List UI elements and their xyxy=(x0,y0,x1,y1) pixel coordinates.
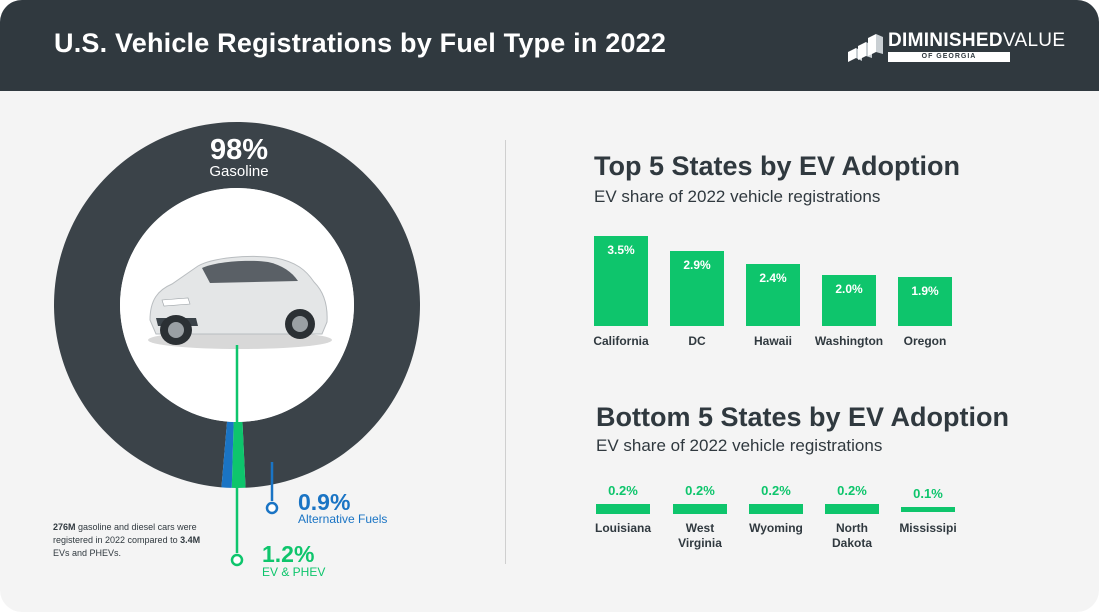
top-states-title: Top 5 States by EV Adoption xyxy=(594,151,961,181)
top-bar-2 xyxy=(670,251,724,326)
bottom-states-subtitle: EV share of 2022 vehicle registrations xyxy=(596,436,883,455)
bottom-bar-2 xyxy=(673,504,727,514)
registration-note: 276M gasoline and diesel cars were regis… xyxy=(53,522,201,558)
bottom-bar-1 xyxy=(596,504,650,514)
ev-phev-label: EV & PHEV xyxy=(262,565,326,579)
top-bar-value-2: 2.9% xyxy=(683,258,711,273)
top-bar-value-1: 3.5% xyxy=(607,243,635,257)
logo-wordmark: DIMINISHEDVALUE xyxy=(888,30,1066,51)
section-divider xyxy=(505,140,506,564)
gasoline-slice xyxy=(53,121,420,488)
top-bar-value-3: 2.4% xyxy=(759,271,787,286)
gasoline-label: Gasoline xyxy=(209,163,269,180)
bottom-bar-value-2: 0.2% xyxy=(685,483,715,498)
ev-phev-percent: 1.2% xyxy=(262,541,315,567)
car-illustration xyxy=(148,255,332,349)
gasoline-percent: 98% xyxy=(209,134,269,166)
alternative-fuels-percent: 0.9% xyxy=(298,489,351,515)
top-bar-5 xyxy=(898,277,952,326)
top-bar-category-4: Washington xyxy=(814,334,884,348)
bottom-bar-5 xyxy=(901,506,955,512)
top-bar-value-5: 1.9% xyxy=(911,284,939,299)
bottom-bar-category-5: Mississipi xyxy=(899,521,957,535)
top-bar-category-2: DC xyxy=(688,334,706,348)
bottom-bar-category-2: West Virginia xyxy=(678,521,722,550)
bottom-bar-category-1: Louisiana xyxy=(594,521,651,535)
ev-marker xyxy=(230,553,244,567)
bottom-bar-category-3: Wyoming xyxy=(749,521,803,535)
bottom-bar-3 xyxy=(749,504,803,514)
top-bar-category-5: Oregon xyxy=(903,334,947,348)
top-states-subtitle: EV share of 2022 vehicle registrations xyxy=(594,187,881,206)
top-bar-value-4: 2.0% xyxy=(835,281,863,296)
header-bar: U.S. Vehicle Registrations by Fuel Type … xyxy=(0,0,1099,91)
alternative-fuels-label: Alternative Fuels xyxy=(298,512,388,526)
bottom-bar-value-5: 0.1% xyxy=(913,485,943,501)
bottom-bar-value-3: 0.2% xyxy=(761,483,791,498)
top-bar-1 xyxy=(594,236,648,326)
alternative-marker xyxy=(265,501,279,515)
fuel-type-donut-chart xyxy=(53,121,420,567)
leader-lines xyxy=(230,345,279,567)
bottom-bar-4 xyxy=(825,504,879,514)
bottom-bar-value-1: 0.2% xyxy=(608,483,638,498)
top-bar-category-1: California xyxy=(593,334,649,348)
logo-subtitle: OF GEORGIA xyxy=(888,52,1010,62)
logo-blocks-icon xyxy=(848,34,883,62)
bottom-states-title: Bottom 5 States by EV Adoption xyxy=(596,402,1010,432)
bottom-bar-value-4: 0.2% xyxy=(837,483,867,498)
top-bar-3 xyxy=(746,264,800,326)
brand-logo: DIMINISHEDVALUE OF GEORGIA xyxy=(846,30,1065,64)
alternative-fuels-slice xyxy=(221,421,234,488)
page-title: U.S. Vehicle Registrations by Fuel Type … xyxy=(54,28,667,58)
bottom-bar-category-4: North Dakota xyxy=(831,521,872,550)
top-bar-category-3: Hawaii xyxy=(753,334,792,348)
ev-phev-slice xyxy=(231,421,246,488)
top-bar-4 xyxy=(822,274,876,326)
